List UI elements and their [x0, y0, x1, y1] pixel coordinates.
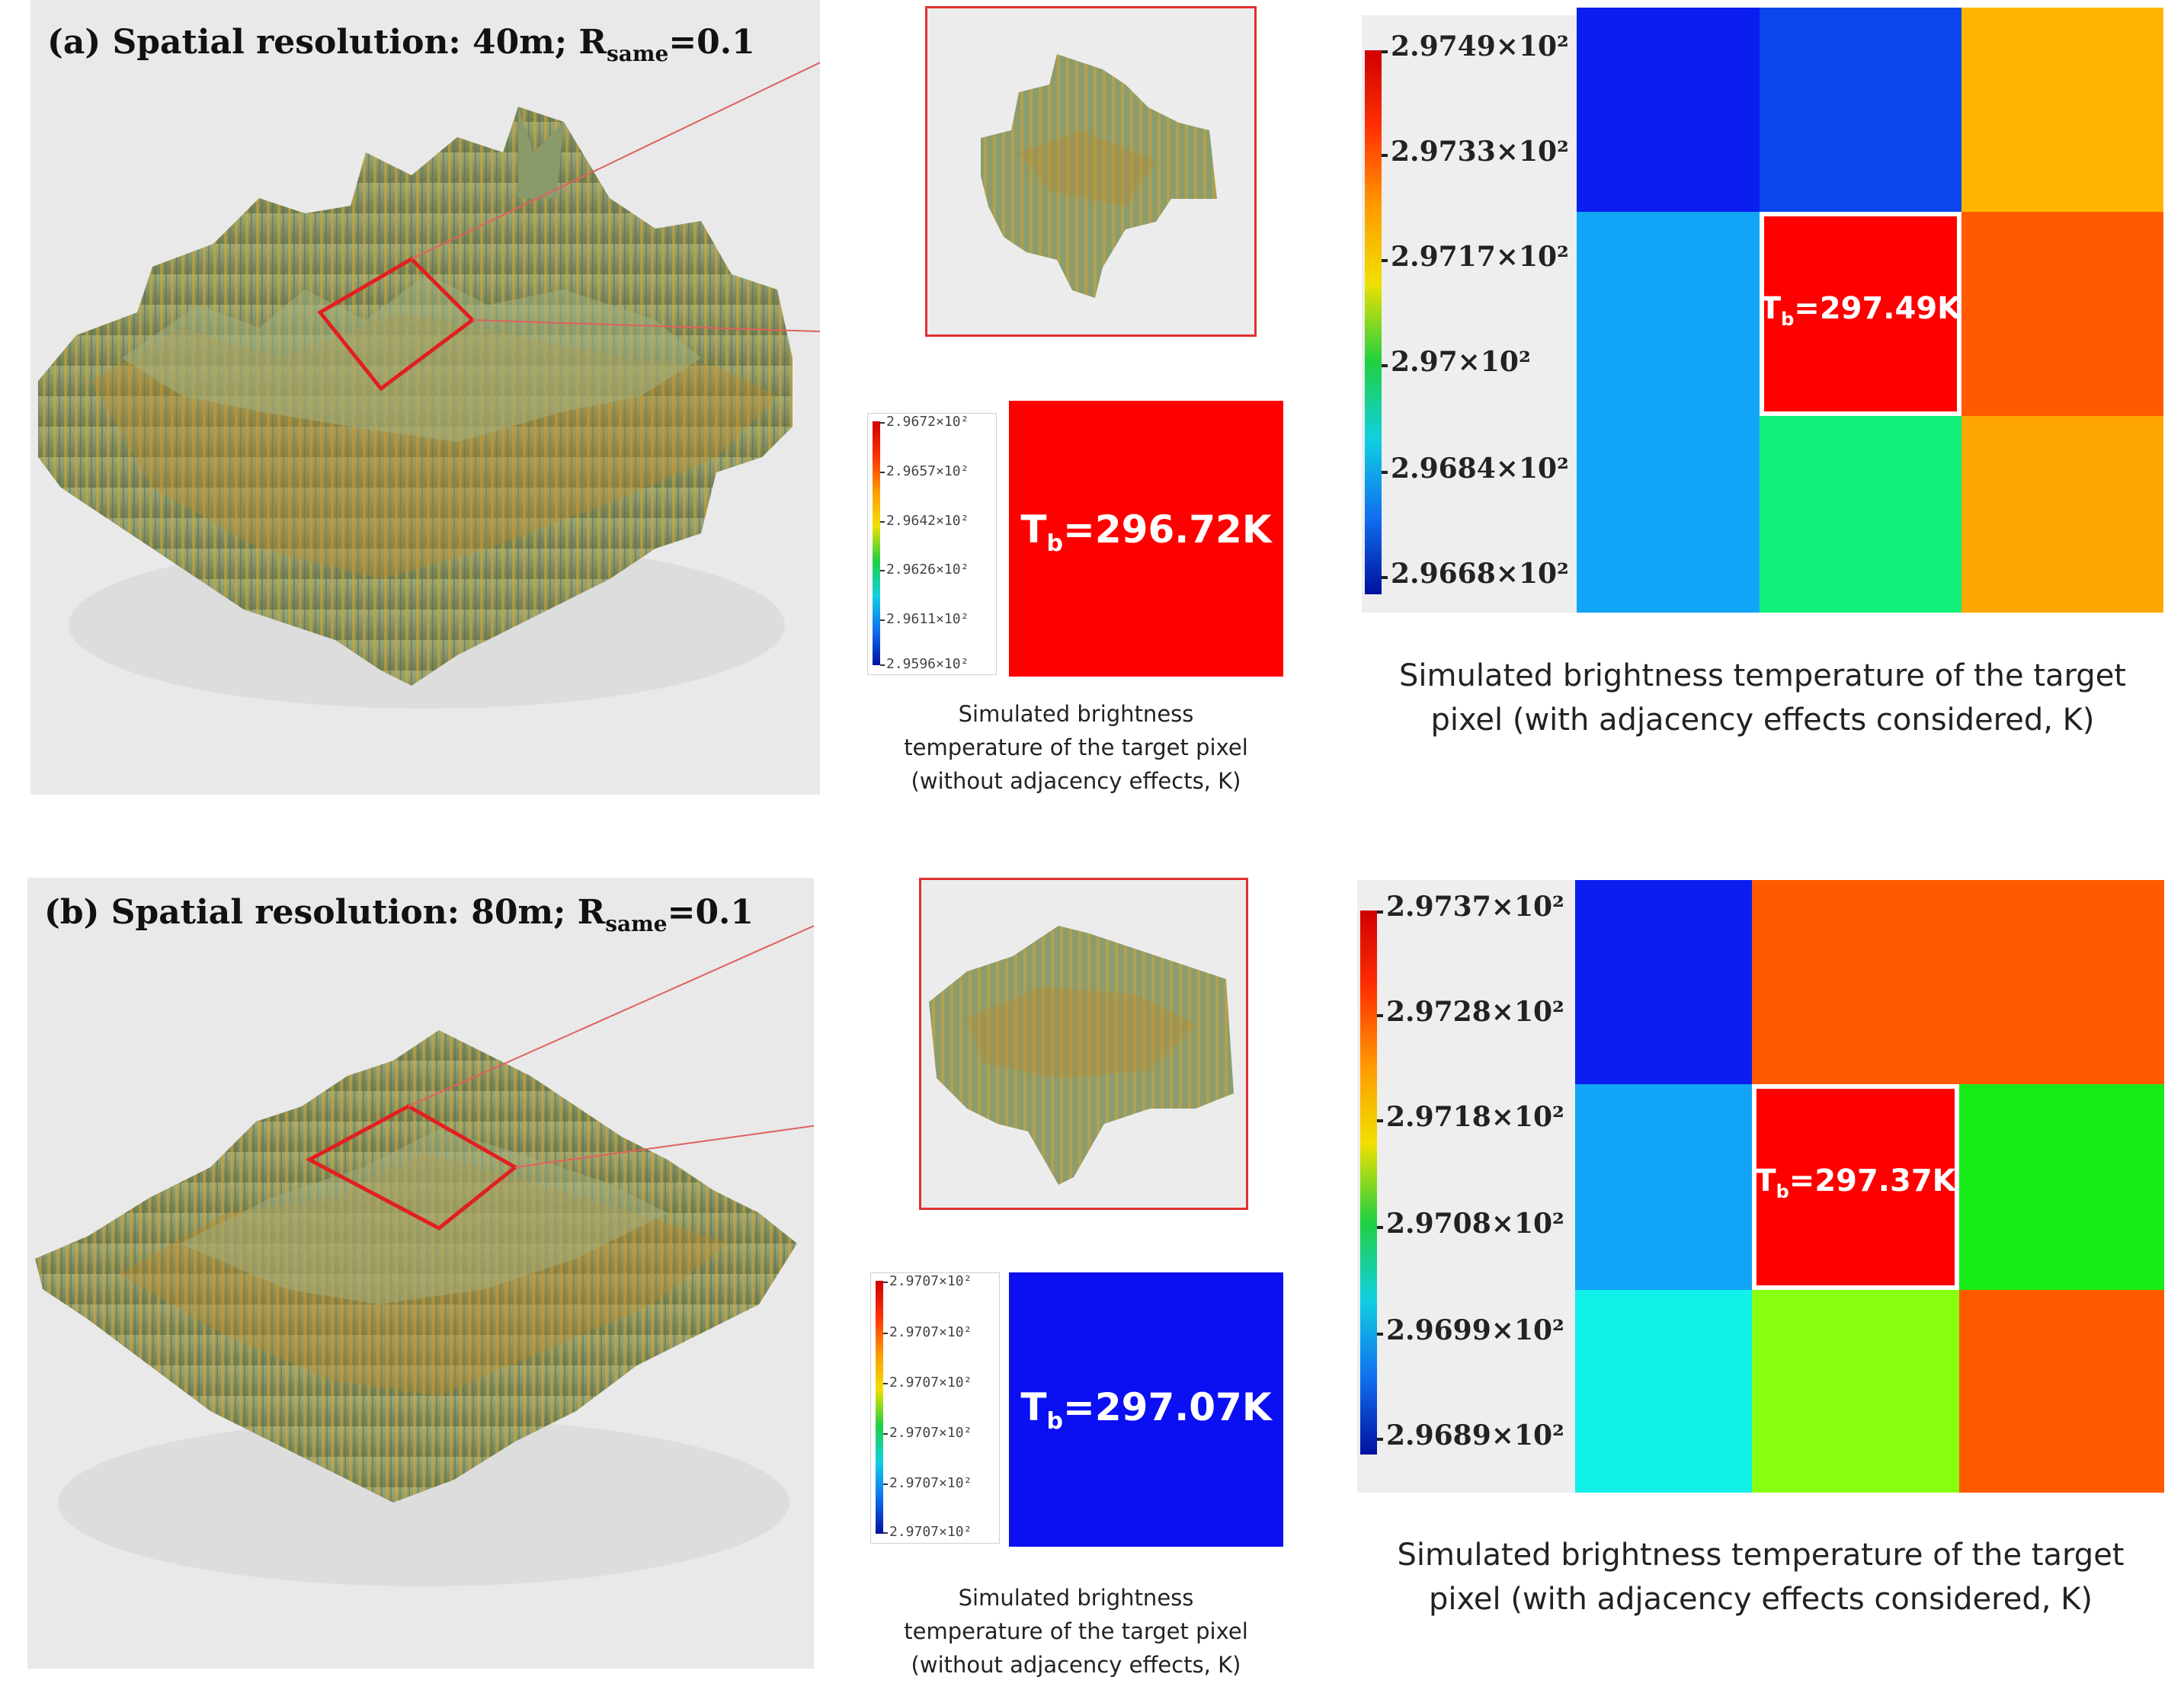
caption-with-adjacency-b: Simulated brightness temperature of the …	[1397, 1538, 2125, 1617]
colorbar-tick-label: 2.9733×10²	[1391, 136, 1569, 168]
colorbar-tick-label: 2.9707×10²	[889, 1324, 972, 1340]
colorbar-tick-label: 2.9707×10²	[889, 1475, 972, 1491]
caption-without-adjacency-b: Simulated brightness temperature of the …	[904, 1585, 1248, 1678]
grid-cell	[1961, 212, 2163, 416]
colorbar-tick-label: 2.9672×10²	[886, 414, 969, 430]
colorbar-tick-label: 2.9707×10²	[889, 1524, 972, 1540]
grid-cell	[1959, 1084, 2164, 1290]
grid-cell	[1577, 212, 1760, 416]
grid-cell	[1575, 1290, 1752, 1493]
colorbar-with-adjacency-b: 2.9737×10² 2.9728×10² 2.9718×10² 2.9708×…	[1357, 880, 1575, 1493]
brightness-temperature-label: Tb=297.37K	[1755, 1163, 1956, 1202]
colorbar-tick-label: 2.9728×10²	[1386, 996, 1564, 1028]
grid-cell	[1760, 8, 1961, 212]
grid-cell	[1959, 1290, 2164, 1493]
colorbar-tick-label: 2.9657×10²	[886, 463, 969, 479]
zoom-inset-b	[919, 878, 1248, 1210]
colorbar-with-adjacency-a: 2.9749×10² 2.9733×10² 2.9717×10² 2.97×10…	[1362, 15, 1577, 613]
colorbar-tick-label: 2.9689×10²	[1386, 1419, 1564, 1451]
panel-b-title: (b) Spatial resolution: 80m; Rsame=0.1	[44, 893, 754, 936]
terrain-illustration-b	[35, 877, 923, 1586]
colorbar-tick-label: 2.9596×10²	[886, 656, 969, 672]
colorbar-tick-label: 2.9707×10²	[889, 1425, 972, 1441]
colorbar-tick-label: 2.9626×10²	[886, 562, 969, 578]
pixel-grid-with-adjacency-a: Tb=297.49K	[1577, 8, 2163, 613]
brightness-temperature-label: Tb=297.07K	[1020, 1385, 1272, 1435]
colorbar-tick-label: 2.9708×10²	[1386, 1208, 1564, 1240]
grid-cell	[1577, 8, 1760, 212]
colorbar-tick-label: 2.9684×10²	[1391, 453, 1569, 485]
colorbar-gradient	[1365, 50, 1382, 594]
terrain-render-b	[27, 877, 923, 1669]
colorbar-gradient	[876, 1281, 883, 1534]
colorbar-tick-label: 2.97×10²	[1391, 346, 1531, 378]
caption-without-adjacency-a: Simulated brightness temperature of the …	[904, 701, 1248, 794]
brightness-temperature-label: Tb=297.49K	[1760, 291, 1961, 330]
colorbar-tick-label: 2.9737×10²	[1386, 891, 1564, 923]
terrain-illustration-a	[38, 7, 935, 709]
panel-a-title: (a) Spatial resolution: 40m; Rsame=0.1	[47, 23, 755, 66]
target-pixel-without-adjacency-b: Tb=297.07K	[1009, 1272, 1283, 1547]
caption-with-adjacency-a: Simulated brightness temperature of the …	[1399, 658, 2126, 738]
colorbar-tick-label: 2.9749×10²	[1391, 30, 1569, 62]
target-pixel-highlight	[1760, 212, 1961, 416]
brightness-temperature-label: Tb=296.72K	[1020, 507, 1272, 557]
grid-cell	[1575, 880, 1752, 1084]
grid-cell	[1752, 1290, 1959, 1493]
zoomed-terrain-illustration-a	[981, 54, 1217, 298]
grid-cell	[1760, 416, 1961, 613]
grid-cell	[1961, 416, 2163, 613]
colorbar-without-adjacency-b: 2.9707×10² 2.9707×10² 2.9707×10² 2.9707×…	[870, 1272, 1000, 1544]
grid-cell	[1577, 416, 1760, 613]
colorbar-tick-label: 2.9717×10²	[1391, 241, 1569, 273]
colorbar-tick-label: 2.9699×10²	[1386, 1314, 1564, 1346]
colorbar-tick-label: 2.9707×10²	[889, 1273, 972, 1289]
colorbar-gradient	[873, 421, 880, 665]
grid-cell	[1959, 880, 2164, 1084]
grid-cell	[1760, 212, 1961, 416]
pixel-grid-with-adjacency-b: Tb=297.37K	[1575, 880, 2164, 1493]
colorbar-tick-label: 2.9611×10²	[886, 611, 969, 627]
grid-cell	[1961, 8, 2163, 212]
colorbar-gradient	[1360, 911, 1377, 1455]
colorbar-without-adjacency-a: 2.9672×10² 2.9657×10² 2.9642×10² 2.9626×…	[867, 413, 997, 675]
grid-cell	[1575, 1084, 1752, 1290]
colorbar-tick-label: 2.9668×10²	[1391, 558, 1569, 590]
zoom-inset-a	[925, 6, 1257, 337]
grid-cell	[1752, 1084, 1959, 1290]
zoomed-terrain-illustration-b	[929, 926, 1234, 1185]
colorbar-tick-label: 2.9642×10²	[886, 513, 969, 529]
colorbar-tick-label: 2.9718×10²	[1386, 1101, 1564, 1133]
terrain-render-a	[30, 0, 935, 795]
target-pixel-highlight	[1752, 1084, 1959, 1290]
colorbar-tick-label: 2.9707×10²	[889, 1375, 972, 1391]
target-pixel-without-adjacency-a: Tb=296.72K	[1009, 401, 1283, 677]
grid-cell	[1752, 880, 1959, 1084]
